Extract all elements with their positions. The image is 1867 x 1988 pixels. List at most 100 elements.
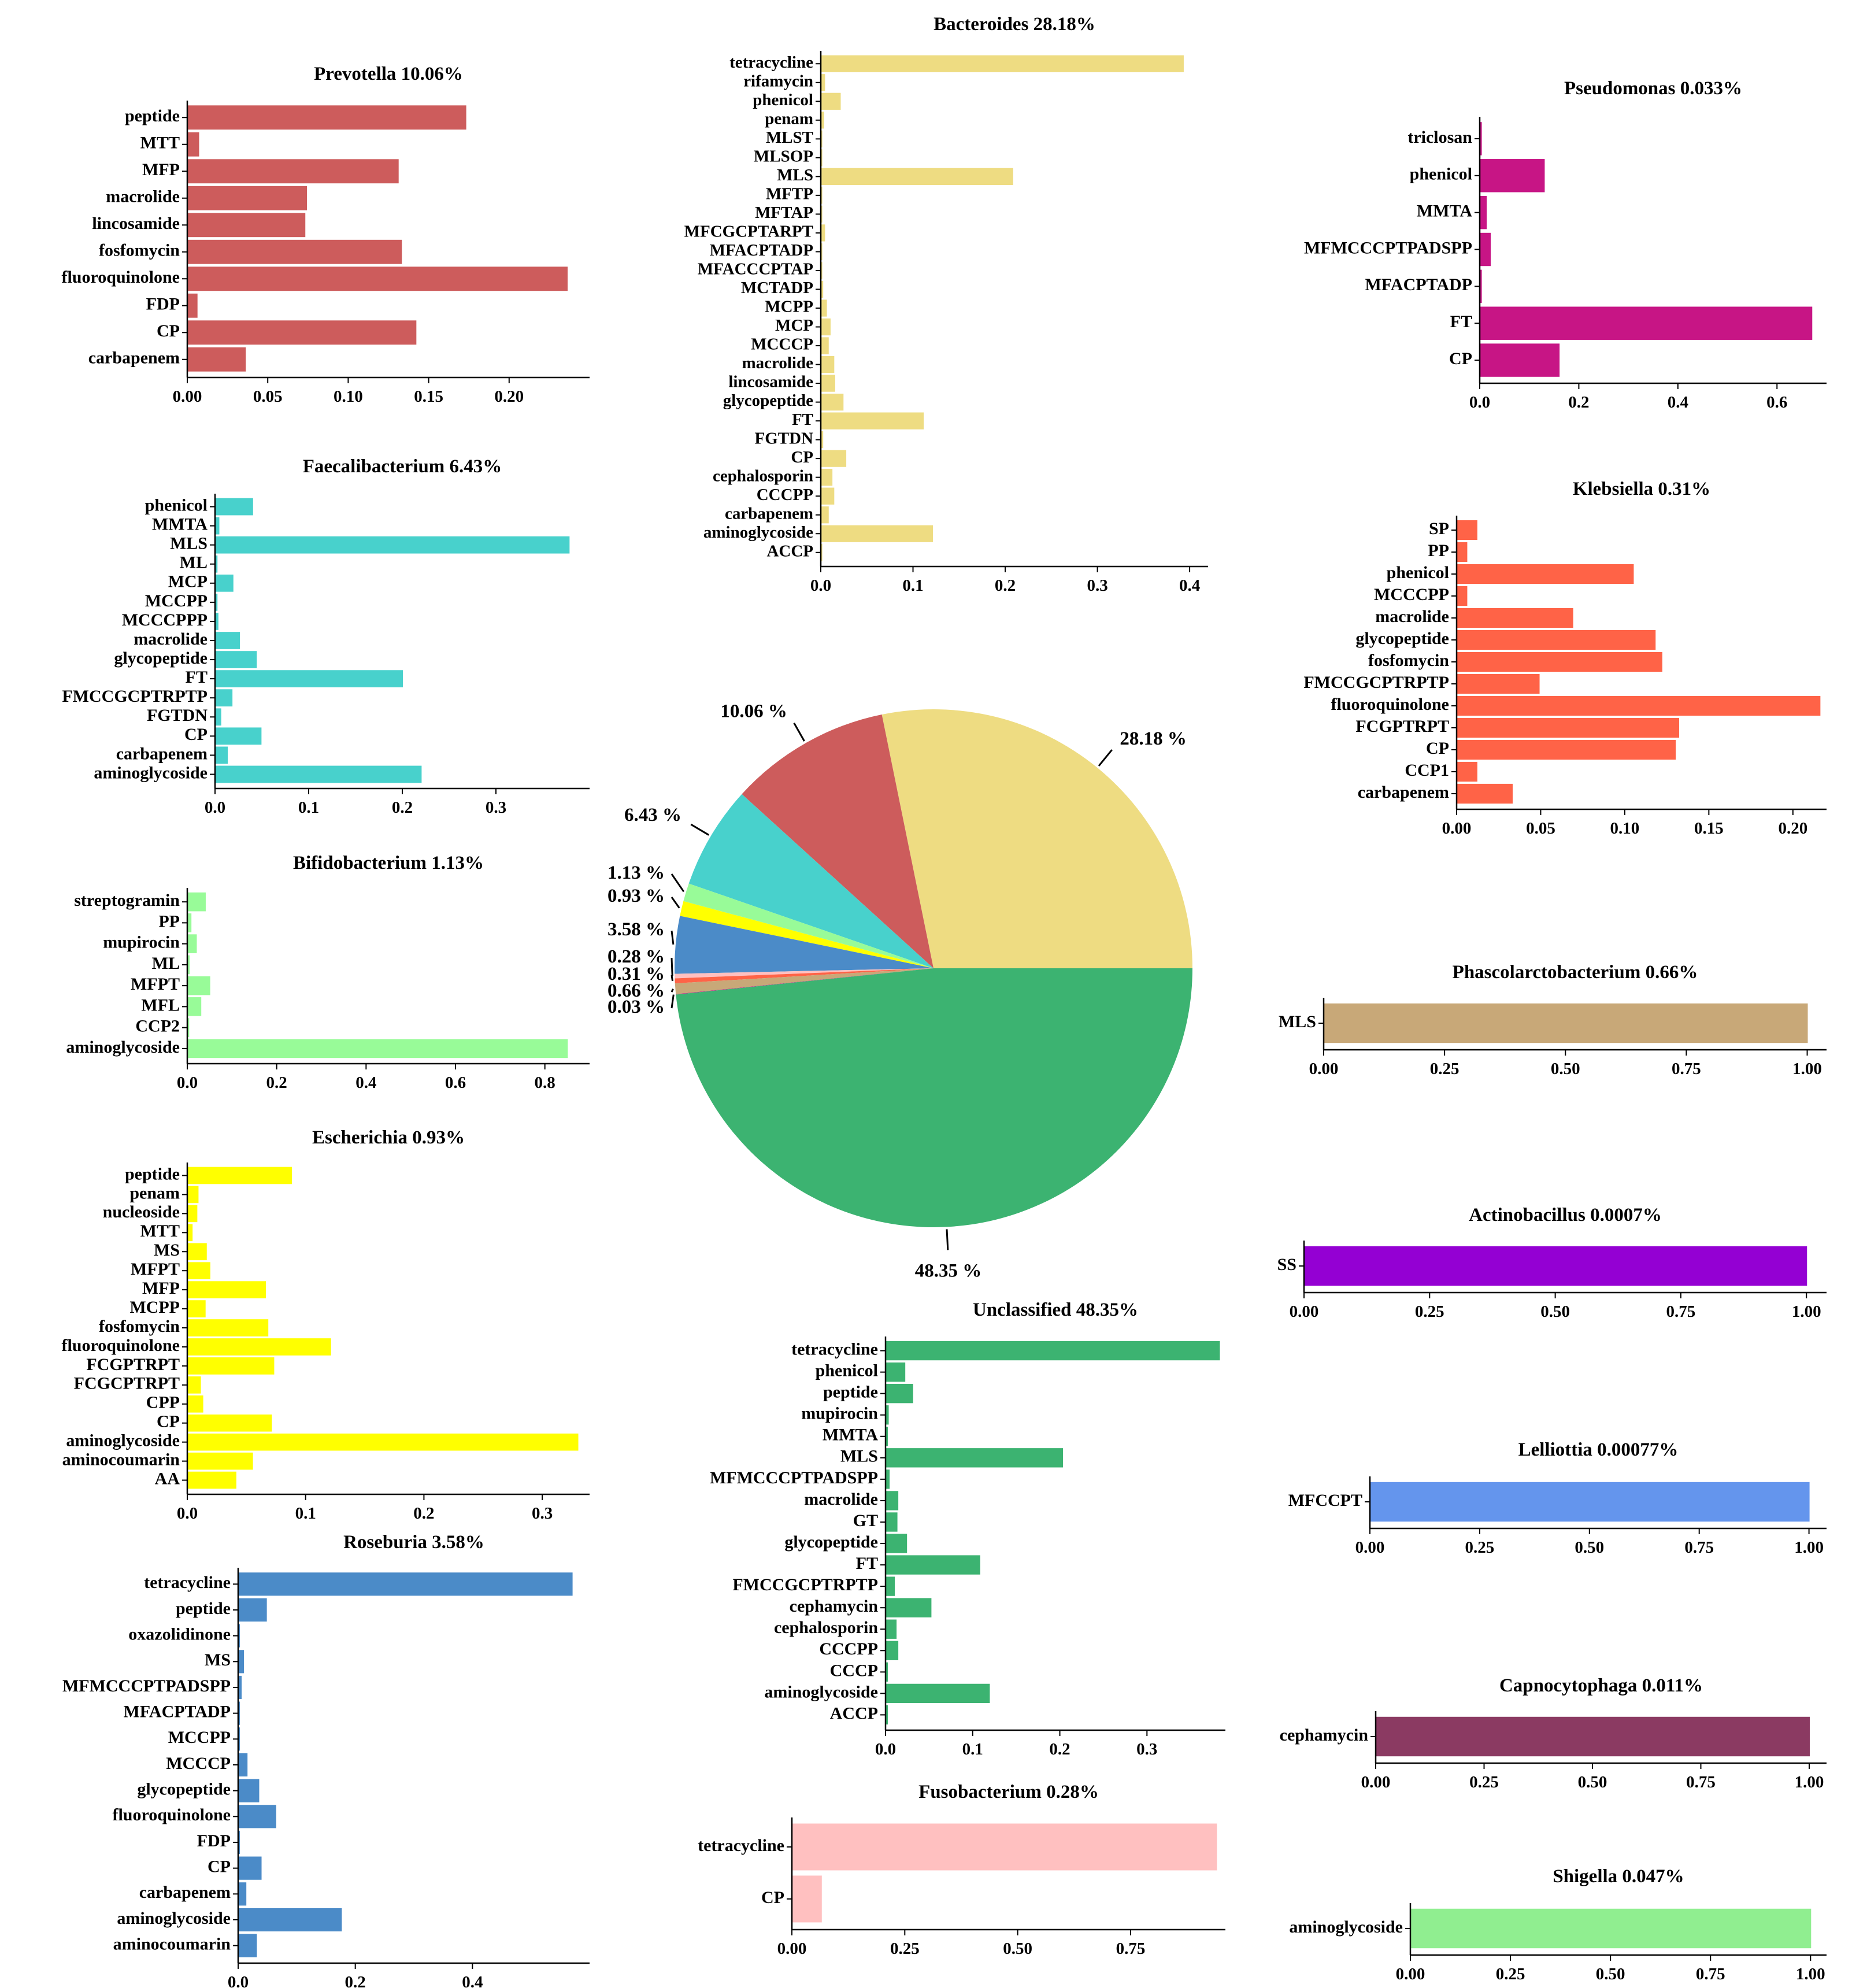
roseburia-category-label: glycopeptide	[137, 1780, 231, 1799]
unclassified-bar	[886, 1683, 990, 1704]
pseudomonas-bar	[1480, 232, 1491, 266]
escherichia-category-label: MFPT	[131, 1260, 180, 1279]
unclassified-bar	[886, 1362, 906, 1382]
bacteroides-bar	[821, 262, 823, 279]
escherichia-bar	[188, 1262, 210, 1279]
faecalibacterium-bar	[216, 498, 253, 516]
roseburia-category-label: carbapenem	[139, 1883, 231, 1902]
bacteroides-category-label: MLST	[766, 128, 813, 147]
pseudomonas-x-tick-label: 0.6	[1766, 393, 1787, 412]
prevotella-category-label: MFP	[142, 160, 180, 179]
bacteroides-bar	[821, 55, 1184, 72]
bacteroides-bar	[821, 318, 831, 336]
roseburia-bar	[239, 1805, 276, 1828]
prevotella-x-tick-label: 0.05	[253, 387, 283, 406]
escherichia-bar	[188, 1471, 236, 1489]
prevotella-bar	[188, 186, 308, 210]
bifidobacterium-bar	[188, 997, 202, 1016]
pie-leader-line	[946, 1229, 949, 1250]
unclassified-x-tick-label: 0.3	[1136, 1740, 1157, 1759]
faecalibacterium-category-label: phenicol	[145, 495, 208, 514]
escherichia-category-label: aminocoumarin	[62, 1450, 180, 1469]
klebsiella-category-label: FCGPTRPT	[1355, 717, 1449, 736]
phascolarctobacterium-x-tick-label: 0.00	[1309, 1060, 1339, 1078]
pie-slice-label: 10.06 %	[720, 701, 787, 721]
roseburia-category-label: MFMCCCPTPADSPP	[62, 1676, 231, 1695]
fusobacterium-bar	[792, 1875, 822, 1923]
escherichia-category-label: MFP	[142, 1279, 180, 1298]
pie-leader-line	[690, 823, 710, 836]
faecalibacterium-category-label: carbapenem	[116, 744, 208, 763]
unclassified-category-label: tetracycline	[791, 1339, 878, 1358]
escherichia-title: Escherichia 0.93%	[312, 1127, 465, 1148]
klebsiella-title: Klebsiella 0.31%	[1573, 479, 1710, 499]
bifidobacterium-category-label: CCP2	[135, 1017, 180, 1036]
klebsiella-chart: Klebsiella 0.31% SP PP phenicol MCCCPP macrol…	[1303, 479, 1827, 838]
klebsiella-bar	[1457, 783, 1513, 804]
unclassified-category-label: macrolide	[804, 1490, 878, 1509]
roseburia-category-label: MCCPP	[168, 1728, 231, 1747]
roseburia-bar	[239, 1727, 240, 1751]
prevotella-bar	[188, 347, 246, 372]
bacteroides-bar	[821, 506, 829, 524]
klebsiella-bar	[1457, 651, 1662, 672]
faecalibacterium-bar	[216, 536, 570, 554]
pie-slice-label: 48.35 %	[915, 1260, 982, 1281]
pie-slice	[676, 968, 934, 995]
escherichia-category-label: MTT	[140, 1221, 180, 1241]
pie-leader-line	[671, 989, 674, 993]
bacteroides-bar	[821, 112, 824, 129]
faecalibacterium-bar	[216, 689, 233, 707]
pie-slice-label: 28.18 %	[1120, 728, 1187, 749]
capnocytophaga-x-tick-label: 0.75	[1686, 1773, 1716, 1791]
unclassified-bar	[886, 1512, 898, 1532]
roseburia-bar	[239, 1856, 262, 1880]
actinobacillus-x-tick-label: 0.25	[1415, 1302, 1444, 1321]
prevotella-x-tick-label: 0.20	[494, 387, 524, 406]
pie-leader-line	[671, 994, 675, 1009]
unclassified-category-label: FMCCGCPTRPTP	[732, 1575, 878, 1594]
faecalibacterium-category-label: glycopeptide	[114, 649, 208, 668]
bacteroides-category-label: MFCGCPTARPT	[684, 223, 813, 241]
klebsiella-category-label: CP	[1426, 739, 1449, 758]
capnocytophaga-chart: Capnocytophaga 0.011% cephamycin 0.00 0.25 0…	[1280, 1675, 1827, 1791]
bacteroides-category-label: CP	[791, 448, 813, 467]
unclassified-category-label: CCCP	[830, 1661, 878, 1680]
klebsiella-bar	[1457, 739, 1676, 760]
roseburia-x-tick-label: 0.4	[462, 1973, 483, 1988]
bacteroides-category-label: FGTDN	[755, 429, 814, 447]
escherichia-category-label: fluoroquinolone	[61, 1336, 180, 1355]
bacteroides-bar	[821, 299, 827, 317]
bacteroides-category-label: FT	[792, 410, 813, 429]
pie-slice	[675, 968, 934, 994]
shigella-x-tick-label: 0.25	[1496, 1965, 1525, 1983]
actinobacillus-x-tick-label: 0.75	[1666, 1302, 1696, 1321]
unclassified-x-tick-label: 0.0	[875, 1740, 896, 1759]
unclassified-x-tick-label: 0.1	[962, 1740, 983, 1759]
klebsiella-x-tick-label: 0.05	[1526, 819, 1555, 838]
pseudomonas-category-label: MFACPTADP	[1365, 275, 1472, 294]
bacteroides-x-tick-label: 0.0	[810, 576, 831, 595]
faecalibacterium-category-label: MLS	[170, 534, 208, 553]
pseudomonas-category-label: triclosan	[1407, 128, 1472, 147]
escherichia-category-label: aminoglycoside	[66, 1431, 180, 1450]
roseburia-bar	[239, 1882, 247, 1906]
unclassified-bar	[886, 1641, 899, 1660]
fusobacterium-title: Fusobacterium 0.28%	[918, 1782, 1099, 1802]
unclassified-chart: Unclassified 48.35% tetracycline phenicol p…	[710, 1300, 1225, 1759]
pie-slice	[683, 883, 934, 968]
klebsiella-category-label: macrolide	[1375, 607, 1449, 626]
faecalibacterium-bar	[216, 613, 218, 630]
prevotella-bar	[188, 266, 568, 291]
roseburia-bar	[239, 1675, 242, 1700]
escherichia-x-tick-label: 0.3	[532, 1504, 553, 1523]
prevotella-x-tick-label: 0.15	[414, 387, 443, 406]
bacteroides-category-label: rifamycin	[743, 72, 813, 90]
prevotella-bar	[188, 320, 417, 345]
pie-slice	[742, 715, 934, 968]
phascolarctobacterium-x-tick-label: 0.75	[1672, 1060, 1701, 1078]
unclassified-bar	[886, 1427, 888, 1446]
escherichia-bar	[188, 1167, 292, 1184]
bacteroides-bar	[821, 431, 824, 449]
unclassified-bar	[886, 1383, 913, 1404]
